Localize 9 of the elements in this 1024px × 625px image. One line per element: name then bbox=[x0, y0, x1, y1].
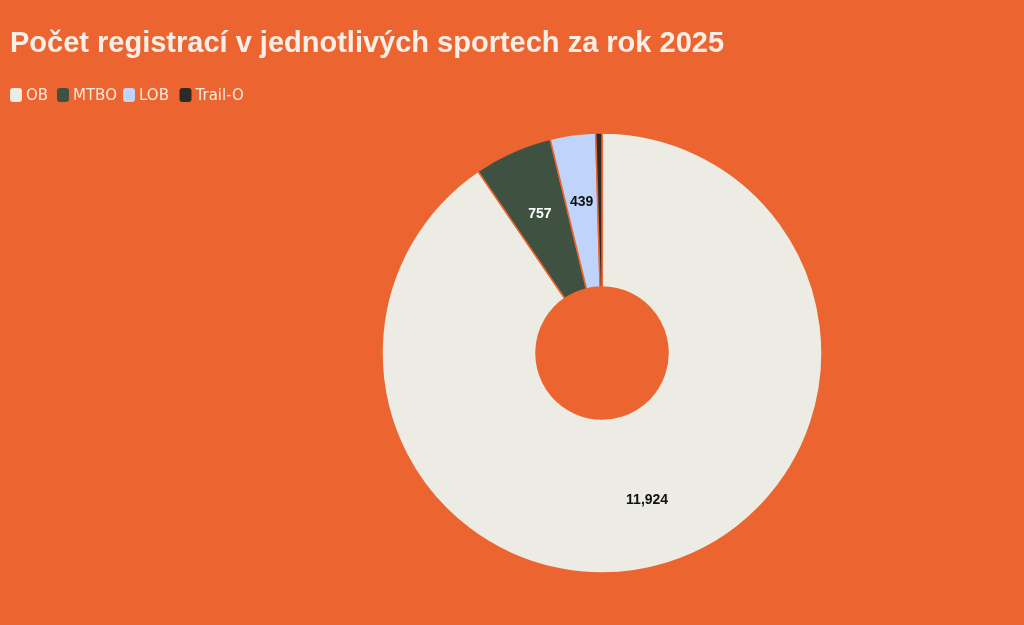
data-label: 11,924 bbox=[626, 491, 669, 508]
data-label: 439 bbox=[569, 193, 594, 210]
donut-slice bbox=[381, 132, 823, 574]
data-label: 757 bbox=[528, 205, 552, 222]
legend-label: Trail-O bbox=[194, 86, 244, 104]
legend-label: MTBO bbox=[73, 86, 117, 104]
legend-label: LOB bbox=[139, 86, 169, 104]
legend-label: OB bbox=[26, 86, 49, 104]
chart-title: Počet registrací v jednotlivých sportech za rok 2025 bbox=[10, 26, 725, 58]
